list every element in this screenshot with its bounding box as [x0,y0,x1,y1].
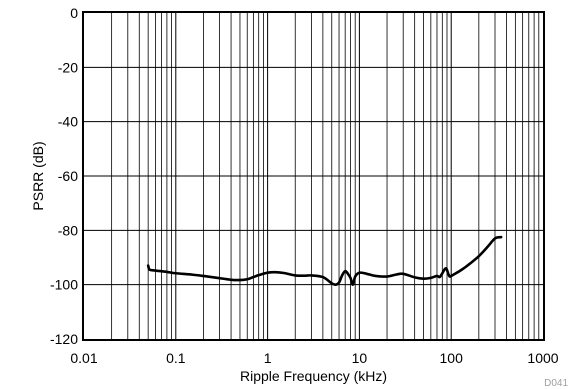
y-tick-label: -60 [58,168,78,184]
x-tick-labels: 0.01 0.1 1 10 100 1000 [70,350,558,366]
grid-lines [84,13,543,339]
y-tick-label: -20 [58,59,78,75]
x-tick-label: 0.1 [166,350,186,366]
x-tick-label: 1000 [527,350,558,366]
y-tick-label: -80 [58,222,78,238]
series-layer [148,237,501,285]
psrr-series-line [148,237,501,285]
x-tick-label: 10 [352,350,368,366]
y-tick-label: -120 [50,331,78,347]
y-tick-label: 0 [70,5,78,21]
y-tick-label: -40 [58,114,78,130]
x-axis-title: Ripple Frequency (kHz) [240,368,387,384]
y-tick-labels: 0 -20 -40 -60 -80 -100 -120 [50,5,78,347]
x-tick-label: 1 [264,350,272,366]
y-tick-label: -100 [50,277,78,293]
y-axis-title: PSRR (dB) [30,141,46,210]
figure-code: D041 [544,378,568,389]
x-tick-label: 100 [440,350,464,366]
x-tick-label: 0.01 [70,350,97,366]
